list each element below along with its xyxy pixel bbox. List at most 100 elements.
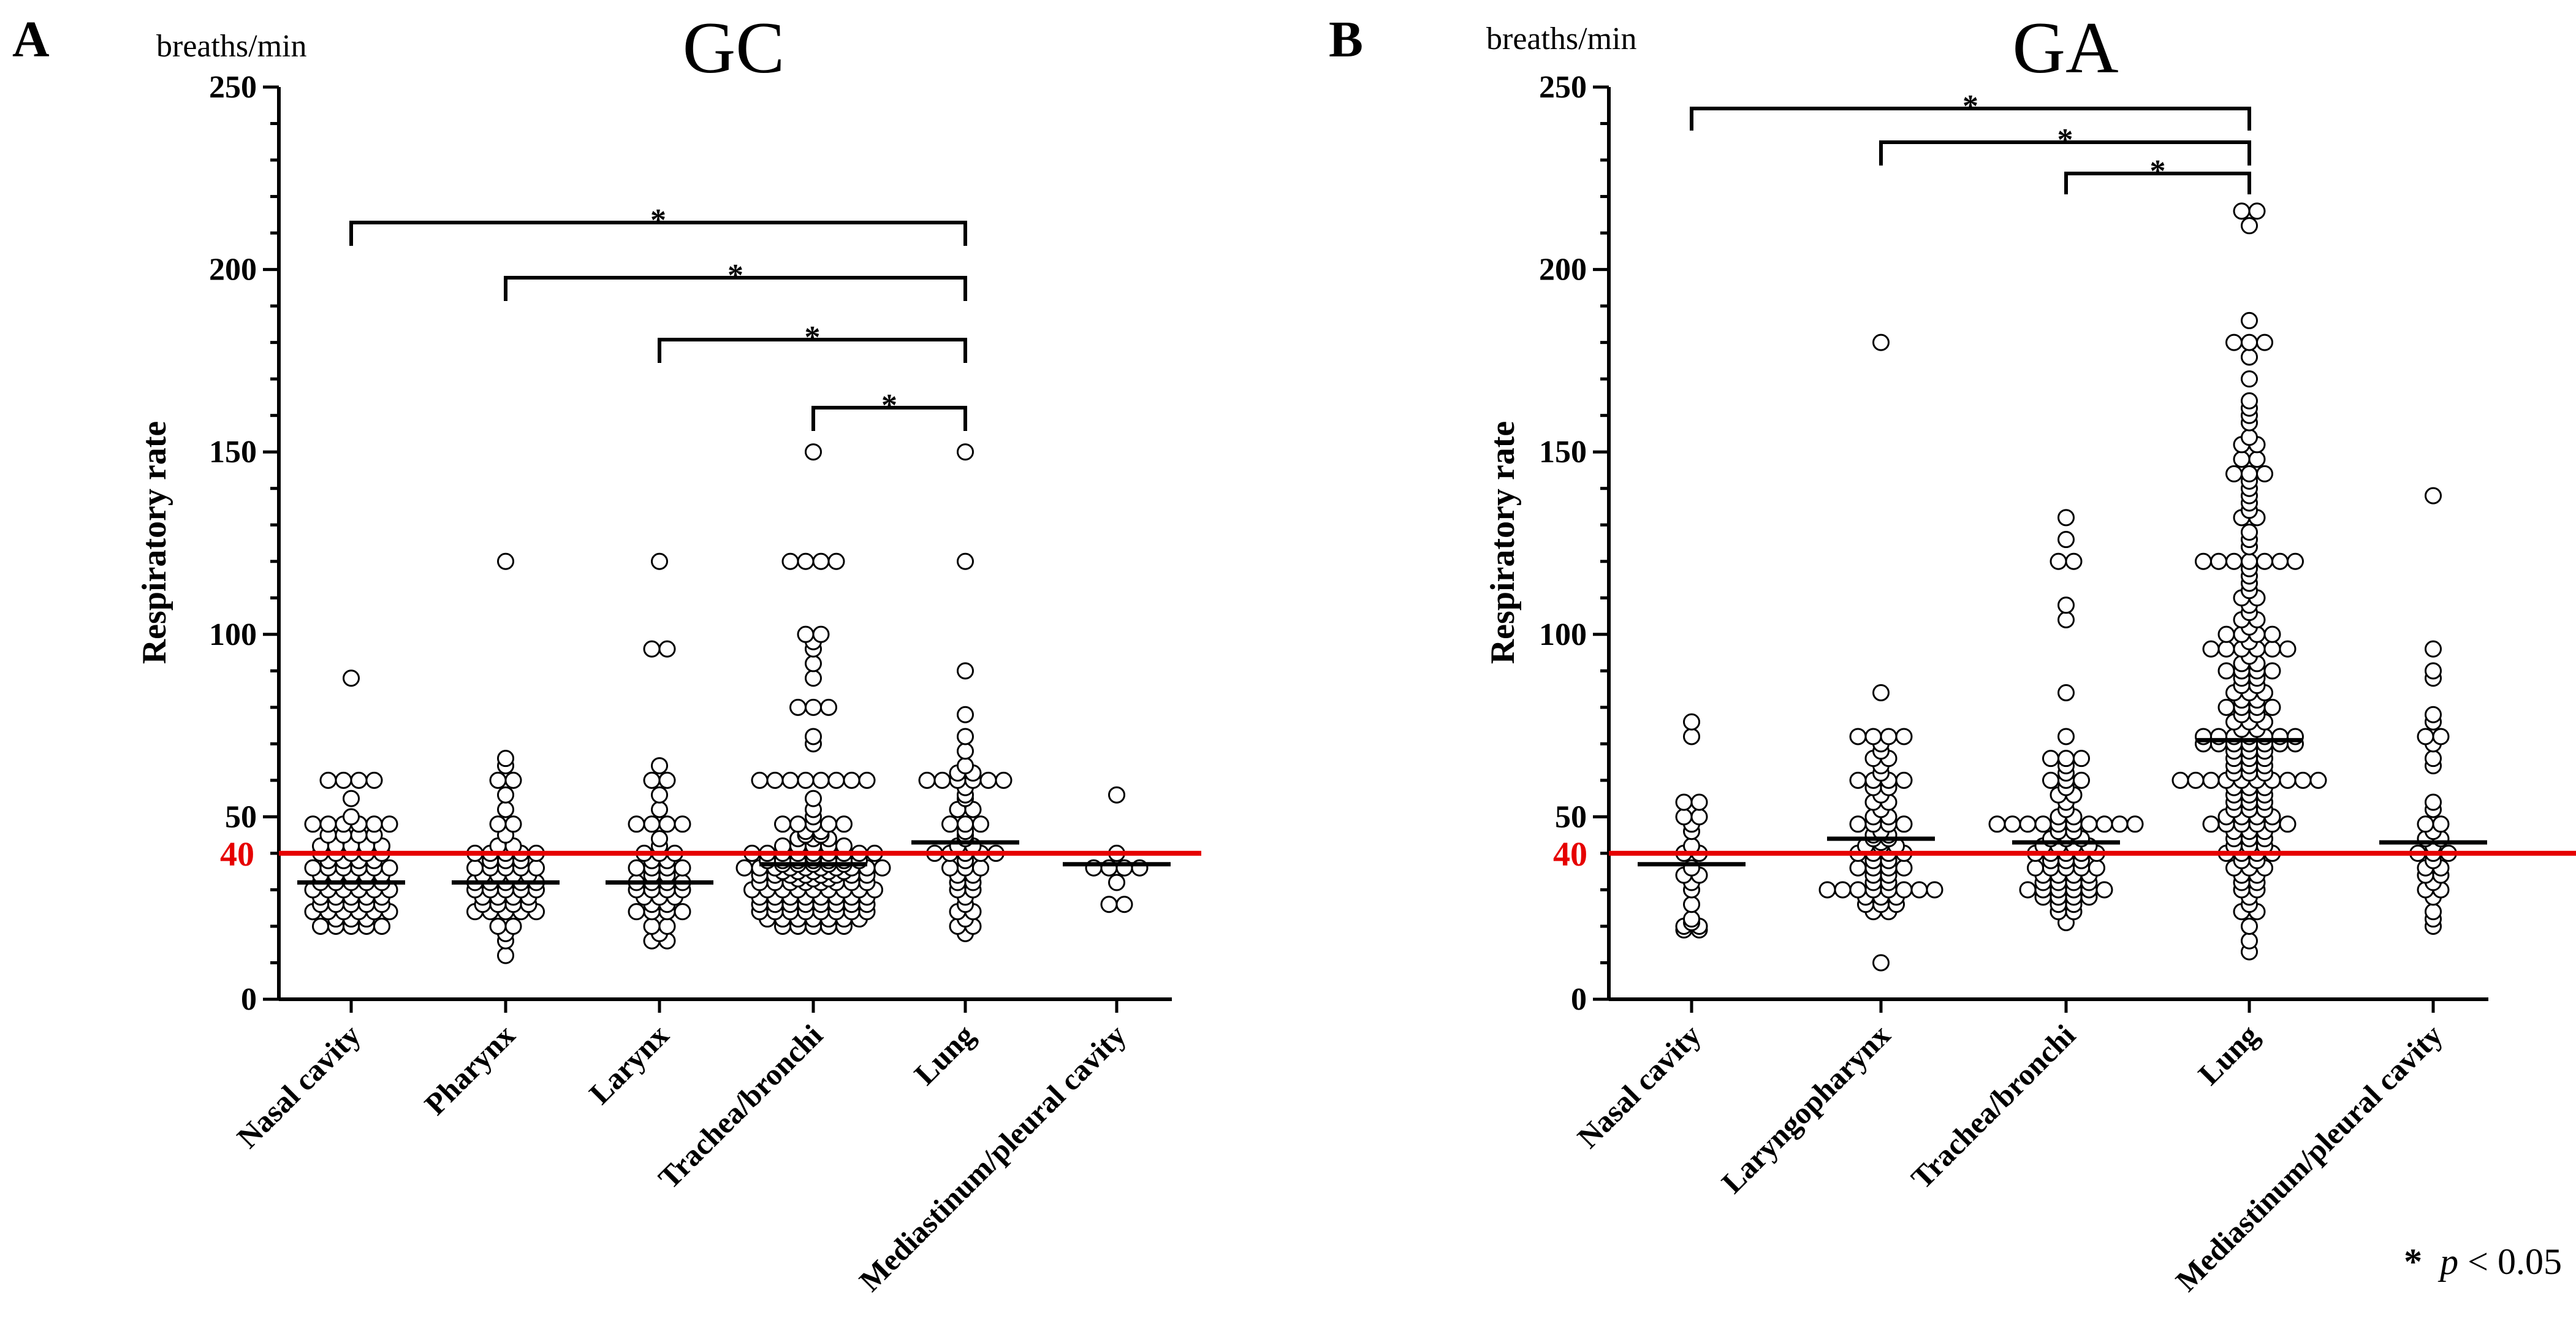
- panel-b-category-label: Lung: [2192, 1018, 2265, 1091]
- panel-b-data-point: [2425, 662, 2442, 680]
- panel-a-data-point: [797, 552, 815, 570]
- panel-a-data-point: [805, 443, 822, 461]
- panel-b-data-point: [2111, 815, 2129, 833]
- panel-b-data-point: [1872, 333, 1890, 351]
- panel-b-data-point: [2195, 552, 2212, 570]
- panel-a-data-point: [812, 552, 830, 570]
- panel-b-y-tick-label: 150: [1539, 435, 1587, 470]
- panel-b-data-point: [1683, 910, 1700, 928]
- panel-a-data-point: [651, 786, 668, 804]
- panel-b-data-point: [2080, 815, 2098, 833]
- panel-a-data-point: [489, 815, 507, 833]
- panel-a-data-point: [805, 790, 822, 807]
- panel-a-data-point: [1115, 896, 1133, 913]
- panel-a-y-tick-label: 150: [209, 435, 257, 470]
- panel-a-significance-bracket: [349, 221, 967, 246]
- panel-a-data-point: [933, 771, 951, 789]
- panel-b-data-point: [2233, 451, 2251, 468]
- panel-b-data-point: [2248, 451, 2266, 468]
- panel-b-data-point: [2279, 815, 2297, 833]
- panel-a-letter: A: [12, 11, 50, 68]
- panel-b-title: GA: [2012, 7, 2118, 88]
- panel-b-significance-star: *: [2057, 123, 2073, 158]
- panel-a-significance-star: *: [650, 203, 666, 238]
- panel-a-data-point: [797, 625, 815, 643]
- panel-a-data-point: [335, 771, 352, 789]
- panel-b-data-point: [2241, 524, 2258, 541]
- panel-b-data-point: [2126, 815, 2144, 833]
- panel-b-data-point: [2241, 552, 2258, 570]
- panel-a-data-point: [941, 815, 959, 833]
- panel-a-data-point: [304, 859, 322, 877]
- panel-b-data-point: [1895, 771, 1913, 789]
- panel-a-data-point: [674, 859, 691, 877]
- panel-a-category-label: Mediastinum/pleural cavity: [853, 1018, 1133, 1298]
- panel-a-data-point: [805, 669, 822, 687]
- panel-a-data-point: [797, 771, 815, 789]
- panel-b-data-point: [2225, 552, 2243, 570]
- panel-a-data-point: [319, 771, 337, 789]
- panel-a-data-point: [957, 757, 974, 775]
- panel-b-data-point: [2432, 815, 2450, 833]
- significance-note: * p < 0.05: [2404, 1241, 2562, 1282]
- panel-b-data-point: [2073, 771, 2090, 789]
- panel-b-data-point: [2050, 552, 2067, 570]
- panel-b-data-point: [2225, 333, 2243, 351]
- panel-a-data-point: [304, 815, 322, 833]
- panel-b-data-point: [2263, 698, 2281, 716]
- panel-a-data-point: [319, 815, 337, 833]
- panel-a-data-point: [312, 917, 329, 935]
- panel-a-data-point: [979, 771, 997, 789]
- panel-a-significance-bracket: [811, 406, 967, 431]
- panel-a-category-label: Nasal cavity: [230, 1018, 367, 1154]
- panel-b-data-point: [2057, 596, 2075, 614]
- panel-a-data-point: [651, 830, 668, 848]
- panel-b-data-point: [2004, 815, 2021, 833]
- panel-b-data-point: [1895, 815, 1913, 833]
- panel-b-data-point: [2202, 640, 2220, 658]
- panel-b-data-point: [2309, 771, 2327, 789]
- panel-b-data-point: [1683, 713, 1700, 731]
- panel-a-data-point: [497, 552, 514, 570]
- panel-b-data-point: [1690, 808, 1708, 826]
- panel-b-data-point: [1834, 881, 1852, 899]
- panel-b-data-point: [2171, 771, 2189, 789]
- panel-b-data-point: [2042, 771, 2059, 789]
- panel-a-data-point: [504, 815, 522, 833]
- panel-a-data-point: [381, 815, 398, 833]
- panel-a-data-point: [827, 552, 845, 570]
- panel-b-data-point: [1818, 881, 1836, 899]
- panel-a-data-point: [972, 815, 989, 833]
- panel-b-y-tick-label: 0: [1571, 982, 1587, 1017]
- panel-a-data-point: [381, 859, 398, 877]
- panel-a-data-point: [658, 771, 676, 789]
- panel-a-data-point: [658, 917, 676, 935]
- panel-b-data-point: [1675, 808, 1693, 826]
- panel-b-data-point: [1849, 815, 1867, 833]
- panel-a-data-point: [674, 815, 691, 833]
- panel-b-data-point: [2042, 750, 2059, 768]
- panel-b-data-point: [2241, 932, 2258, 950]
- panel-a-data-point: [957, 443, 974, 461]
- panel-a-data-point: [1108, 874, 1125, 891]
- panel-b-y-tick-label: 50: [1555, 799, 1587, 834]
- panel-a-data-point: [373, 917, 390, 935]
- panel-b-data-point: [2057, 531, 2075, 549]
- panel-b-data-point: [2241, 333, 2258, 351]
- panel-b-data-point: [1675, 793, 1693, 811]
- panel-a-y-tick-label: 100: [209, 617, 257, 652]
- panel-a-data-point: [957, 728, 974, 745]
- panel-a-chart: A GC breaths/min Respiratory rate 0 50 100 150 2…: [12, 7, 1201, 1298]
- panel-b-data-point: [1849, 881, 1867, 899]
- panel-a-data-point: [995, 771, 1013, 789]
- panel-a-data-point: [957, 742, 974, 760]
- panel-b-data-point: [2065, 552, 2083, 570]
- panel-a-data-point: [972, 859, 989, 877]
- panel-a-data-point: [805, 728, 822, 745]
- panel-a-data-point: [466, 859, 484, 877]
- panel-b-data-point: [2233, 202, 2251, 220]
- panel-b-unit-label: breaths/min: [1486, 21, 1637, 56]
- panel-a-data-point: [643, 815, 661, 833]
- panel-a-data-point: [489, 771, 507, 789]
- panel-b-data-point: [2425, 903, 2442, 921]
